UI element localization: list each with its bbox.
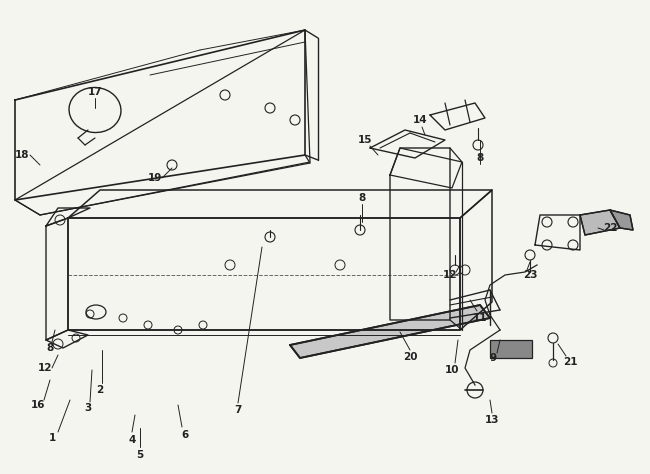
Text: 23: 23 [523,270,538,280]
Polygon shape [610,210,633,230]
Text: 18: 18 [15,150,29,160]
Text: 10: 10 [445,365,460,375]
Text: 4: 4 [128,435,136,445]
Text: 5: 5 [136,450,144,460]
Text: 2: 2 [96,385,103,395]
Polygon shape [290,305,490,358]
Text: 12: 12 [443,270,457,280]
Text: 11: 11 [473,313,488,323]
Text: 13: 13 [485,415,499,425]
Text: 19: 19 [148,173,162,183]
Text: 20: 20 [403,352,417,362]
Text: 17: 17 [88,87,102,97]
Polygon shape [580,210,620,235]
Text: 1: 1 [48,433,56,443]
Text: 6: 6 [181,430,188,440]
Text: 8: 8 [358,193,365,203]
Text: 22: 22 [603,223,618,233]
Text: 16: 16 [31,400,46,410]
FancyBboxPatch shape [490,340,532,358]
Text: 8: 8 [476,153,484,163]
Text: 12: 12 [38,363,52,373]
Text: 21: 21 [563,357,577,367]
Text: 3: 3 [84,403,92,413]
Text: 14: 14 [413,115,427,125]
Text: 9: 9 [489,353,497,363]
Text: 15: 15 [358,135,372,145]
Text: 7: 7 [234,405,242,415]
Text: 8: 8 [46,343,53,353]
